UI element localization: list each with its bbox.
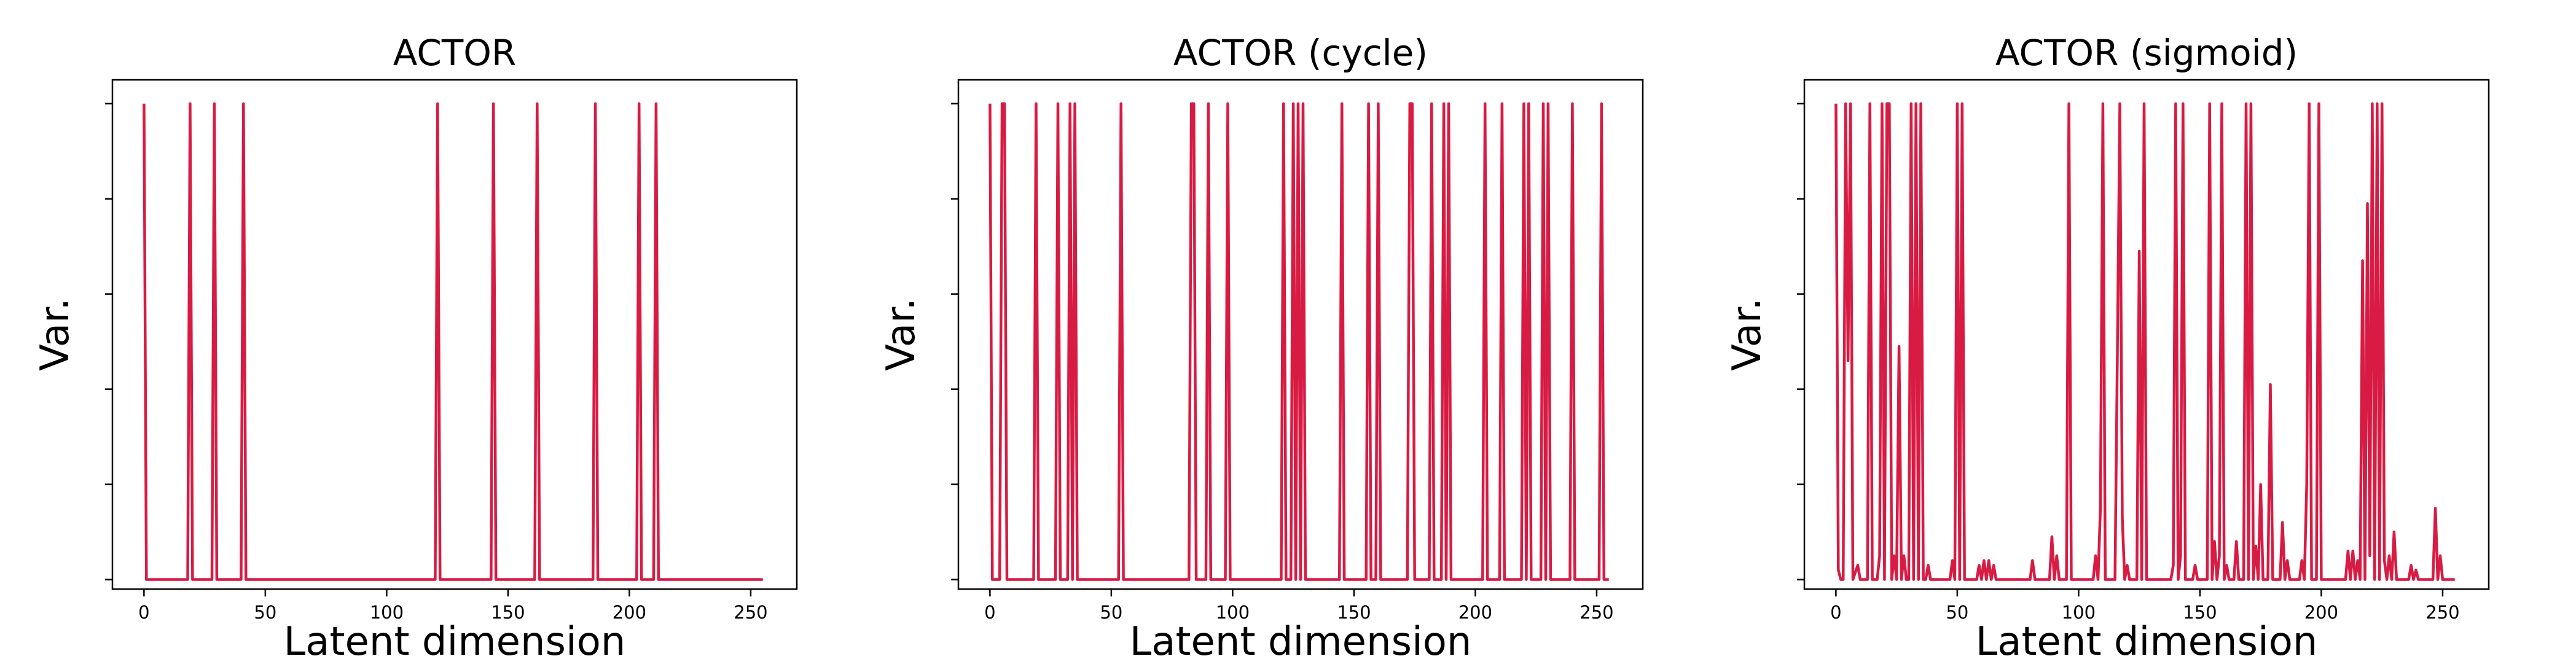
- y-axis-label: Var.: [33, 298, 78, 371]
- x-tick-label: 250: [1580, 602, 1613, 623]
- x-tick-label: 0: [984, 602, 995, 623]
- x-tick-label: 100: [370, 602, 404, 623]
- x-axis-label: Latent dimension: [1130, 619, 1472, 664]
- x-axis-label: Latent dimension: [284, 619, 626, 664]
- x-tick-label: 0: [1830, 602, 1841, 623]
- chart-panel-actor-sigmoid: ACTOR (sigmoid) 0 50 100 150 200 250 Latent dim…: [1725, 32, 2490, 664]
- x-tick-label: 50: [1946, 602, 1968, 623]
- plot-frame: [957, 79, 1644, 590]
- x-tick-label: 50: [1100, 602, 1122, 623]
- x-tick-label: 200: [2304, 602, 2338, 623]
- series-line: [143, 102, 763, 581]
- series-line: [1834, 102, 2455, 581]
- x-tick-label: 250: [2425, 602, 2459, 623]
- plot-frame: [111, 79, 798, 590]
- x-tick-label: 50: [254, 602, 276, 623]
- x-tick-label: 250: [734, 602, 767, 623]
- x-tick-label: 150: [1337, 602, 1371, 623]
- x-tick-label: 200: [1458, 602, 1492, 623]
- x-tick-label: 200: [613, 602, 646, 623]
- y-axis-label: Var.: [1725, 298, 1770, 371]
- x-tick-label: 150: [491, 602, 525, 623]
- y-axis-label: Var.: [879, 298, 924, 371]
- chart-title: ACTOR (cycle): [1173, 32, 1428, 74]
- x-tick-label: 100: [1216, 602, 1250, 623]
- series-line: [989, 102, 1609, 581]
- chart-title: ACTOR (sigmoid): [1995, 32, 2298, 74]
- x-tick-label: 100: [2062, 602, 2096, 623]
- x-tick-label: 0: [138, 602, 149, 623]
- x-axis-label: Latent dimension: [1976, 619, 2318, 664]
- chart-panel-actor: ACTOR 0 50 100 150 200 250 Latent dimension Var.: [33, 32, 798, 664]
- plot-frame: [1803, 79, 2490, 590]
- x-tick-label: 150: [2183, 602, 2217, 623]
- chart-panel-actor-cycle: ACTOR (cycle) 0 50 100 150 200 250 Latent dimen…: [879, 32, 1644, 664]
- chart-title: ACTOR: [393, 32, 517, 74]
